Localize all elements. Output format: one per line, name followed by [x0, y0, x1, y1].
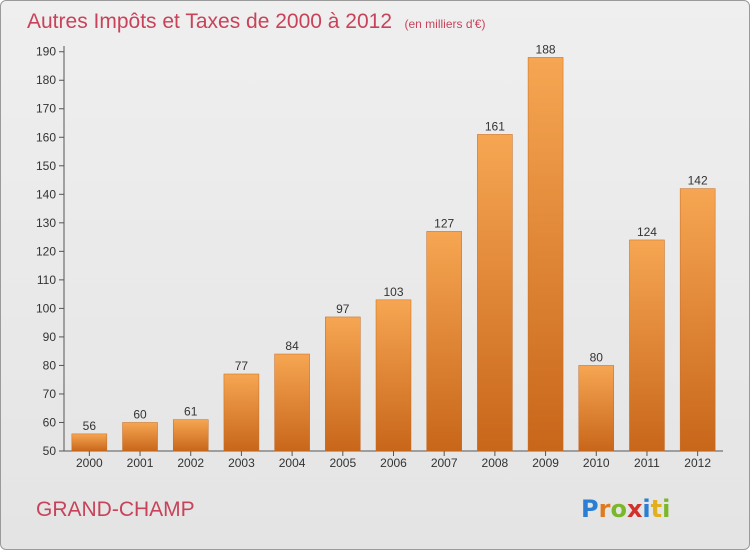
- value-label-2004: 84: [285, 339, 299, 353]
- y-tick-label-130: 130: [36, 216, 56, 230]
- chart-title-group: Autres Impôts et Taxes de 2000 à 2012 (e…: [27, 10, 485, 33]
- bar-2006[interactable]: [375, 299, 412, 452]
- y-tick-label-100: 100: [36, 301, 56, 315]
- x-tick-label-2003: 2003: [228, 456, 255, 470]
- value-label-2002: 61: [184, 405, 198, 419]
- value-label-2009: 188: [536, 42, 556, 56]
- proxiti-logo: Proxiti: [581, 495, 670, 523]
- x-tick-label-2004: 2004: [279, 456, 306, 470]
- logo-letter-5: t: [651, 495, 662, 523]
- x-tick-label-2012: 2012: [684, 456, 711, 470]
- logo-letter-4: i: [642, 495, 650, 523]
- bar-2009[interactable]: [527, 57, 564, 452]
- bar-2012[interactable]: [679, 188, 716, 452]
- y-tick-label-70: 70: [43, 387, 57, 401]
- bar-2011[interactable]: [629, 239, 665, 452]
- bar-2001[interactable]: [122, 422, 158, 452]
- x-tick-label-2002: 2002: [177, 456, 204, 470]
- x-tick-label-2011: 2011: [634, 456, 660, 470]
- value-label-2011: 124: [637, 225, 657, 239]
- x-tick-label-2008: 2008: [482, 456, 509, 470]
- logo-letter-6: i: [662, 495, 670, 523]
- y-tick-label-110: 110: [37, 273, 56, 287]
- logo-letter-0: P: [581, 495, 599, 523]
- y-tick-label-180: 180: [36, 73, 56, 87]
- y-tick-label-140: 140: [36, 187, 56, 201]
- value-label-2008: 161: [485, 119, 505, 133]
- logo-letter-2: o: [610, 495, 627, 523]
- y-tick-label-50: 50: [43, 444, 57, 458]
- x-tick-label-2009: 2009: [532, 456, 559, 470]
- y-axis: 50 60 70 80 90 100 110 120 130 140 150 160 170 180 190: [36, 45, 65, 458]
- x-axis: 2000 2001 2002 2003 2004 2005 2006 2007 2008 2009…: [64, 450, 723, 470]
- logo-letter-1: r: [599, 495, 611, 523]
- y-tick-label-60: 60: [43, 415, 57, 429]
- commune-name: GRAND-CHAMP: [36, 498, 195, 521]
- y-tick-label-150: 150: [36, 159, 56, 173]
- value-label-2006: 103: [383, 285, 403, 299]
- y-tick-label-160: 160: [36, 130, 56, 144]
- value-label-2001: 60: [133, 407, 147, 421]
- bar-2003[interactable]: [223, 373, 260, 452]
- y-tick-label-90: 90: [43, 330, 57, 344]
- value-label-2000: 56: [83, 419, 97, 433]
- value-label-2003: 77: [235, 359, 249, 373]
- x-tick-label-2006: 2006: [380, 456, 407, 470]
- y-tick-label-170: 170: [36, 102, 56, 116]
- x-tick-label-2001: 2001: [127, 456, 154, 470]
- value-label-2007: 127: [434, 216, 454, 230]
- bar-2007[interactable]: [426, 231, 462, 452]
- y-tick-label-190: 190: [36, 45, 56, 59]
- y-tick-label-120: 120: [36, 244, 56, 258]
- chart-subtitle: (en milliers d'€): [404, 17, 485, 31]
- bar-2004[interactable]: [274, 353, 310, 452]
- bar-2010[interactable]: [578, 365, 615, 452]
- x-tick-label-2005: 2005: [329, 456, 356, 470]
- bar-2002[interactable]: [172, 419, 209, 452]
- value-label-2010: 80: [590, 350, 604, 364]
- bar-2005[interactable]: [325, 316, 361, 452]
- bar-2000[interactable]: [71, 433, 108, 452]
- x-tick-label-2007: 2007: [431, 456, 458, 470]
- x-tick-label-2000: 2000: [76, 456, 103, 470]
- chart-title: Autres Impôts et Taxes de 2000 à 2012: [27, 10, 392, 33]
- bars: [71, 57, 716, 452]
- value-labels: 56 60 61 77 84 97 103 127 161 188 80 124 142: [83, 42, 708, 432]
- logo-letter-3: x: [627, 495, 643, 523]
- value-label-2005: 97: [336, 302, 350, 316]
- x-tick-label-2010: 2010: [583, 456, 610, 470]
- value-label-2012: 142: [688, 174, 708, 188]
- bar-2008[interactable]: [477, 134, 513, 452]
- y-tick-label-80: 80: [43, 358, 57, 372]
